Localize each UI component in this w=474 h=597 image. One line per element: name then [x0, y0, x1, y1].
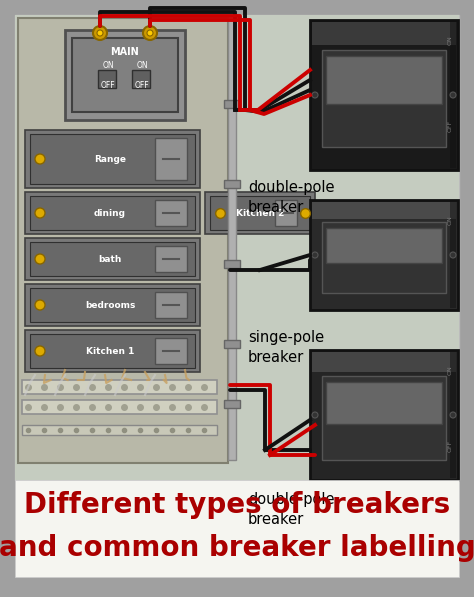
Text: Kitchen 2: Kitchen 2: [236, 208, 284, 217]
Bar: [228, 15, 236, 460]
Bar: [155, 338, 187, 364]
Text: Range: Range: [94, 155, 126, 164]
Circle shape: [35, 254, 45, 264]
Text: ON: ON: [136, 60, 148, 69]
Text: MAIN: MAIN: [110, 47, 139, 57]
Text: Different types of breakers: Different types of breakers: [24, 491, 450, 519]
Bar: [326, 382, 442, 424]
Bar: [72, 38, 178, 112]
Circle shape: [312, 252, 318, 258]
Circle shape: [450, 412, 456, 418]
Text: bedrooms: bedrooms: [85, 300, 135, 309]
Text: OFF: OFF: [135, 81, 149, 90]
Text: singe-pole
breaker: singe-pole breaker: [248, 330, 324, 365]
Bar: [98, 70, 116, 88]
Bar: [15, 15, 459, 480]
Text: ON: ON: [447, 35, 453, 45]
Text: ON: ON: [447, 365, 453, 375]
Bar: [312, 352, 456, 371]
Bar: [322, 50, 446, 147]
Bar: [15, 15, 459, 480]
Bar: [18, 18, 228, 463]
Text: bath: bath: [98, 254, 122, 263]
Circle shape: [35, 208, 45, 218]
Circle shape: [35, 346, 45, 356]
Circle shape: [450, 92, 456, 98]
Bar: [312, 22, 456, 45]
Text: ON: ON: [447, 215, 453, 224]
Text: and common breaker labelling: and common breaker labelling: [0, 534, 474, 562]
Circle shape: [35, 300, 45, 310]
Text: OFF: OFF: [447, 120, 453, 133]
Bar: [310, 20, 458, 170]
Text: OFF: OFF: [100, 81, 115, 90]
Bar: [450, 22, 456, 168]
Bar: [15, 480, 459, 577]
Bar: [312, 202, 456, 219]
Bar: [224, 340, 240, 348]
Bar: [275, 200, 297, 226]
Bar: [155, 246, 187, 272]
Circle shape: [312, 92, 318, 98]
Text: double-pole
breaker: double-pole breaker: [248, 492, 335, 527]
Bar: [132, 70, 150, 88]
Bar: [30, 288, 195, 322]
Bar: [25, 238, 200, 280]
Circle shape: [143, 26, 157, 40]
Bar: [25, 192, 200, 234]
Bar: [25, 130, 200, 188]
Text: dining: dining: [94, 208, 126, 217]
Bar: [326, 228, 442, 263]
Circle shape: [97, 30, 103, 36]
Bar: [30, 242, 195, 276]
Circle shape: [93, 26, 107, 40]
Bar: [22, 425, 217, 435]
Bar: [205, 192, 315, 234]
Bar: [65, 30, 185, 120]
Bar: [155, 138, 187, 180]
Text: ON: ON: [102, 60, 114, 69]
Bar: [30, 196, 195, 230]
Bar: [30, 334, 195, 368]
Bar: [322, 376, 446, 460]
Bar: [224, 400, 240, 408]
Bar: [22, 400, 217, 414]
Bar: [25, 284, 200, 326]
Bar: [224, 180, 240, 188]
Bar: [224, 260, 240, 268]
Bar: [322, 222, 446, 293]
Circle shape: [147, 30, 153, 36]
Bar: [22, 380, 217, 394]
Bar: [30, 134, 195, 184]
Circle shape: [312, 412, 318, 418]
Bar: [155, 292, 187, 318]
Bar: [450, 352, 456, 478]
Bar: [210, 196, 310, 230]
Bar: [310, 200, 458, 310]
Text: OFF: OFF: [447, 440, 453, 453]
Circle shape: [450, 252, 456, 258]
Text: Kitchen 1: Kitchen 1: [86, 346, 134, 355]
Bar: [224, 100, 240, 108]
Bar: [326, 56, 442, 104]
Text: double-pole
breaker: double-pole breaker: [248, 180, 335, 215]
Bar: [155, 200, 187, 226]
Circle shape: [35, 154, 45, 164]
Bar: [310, 350, 458, 480]
Bar: [450, 202, 456, 308]
Bar: [25, 330, 200, 372]
